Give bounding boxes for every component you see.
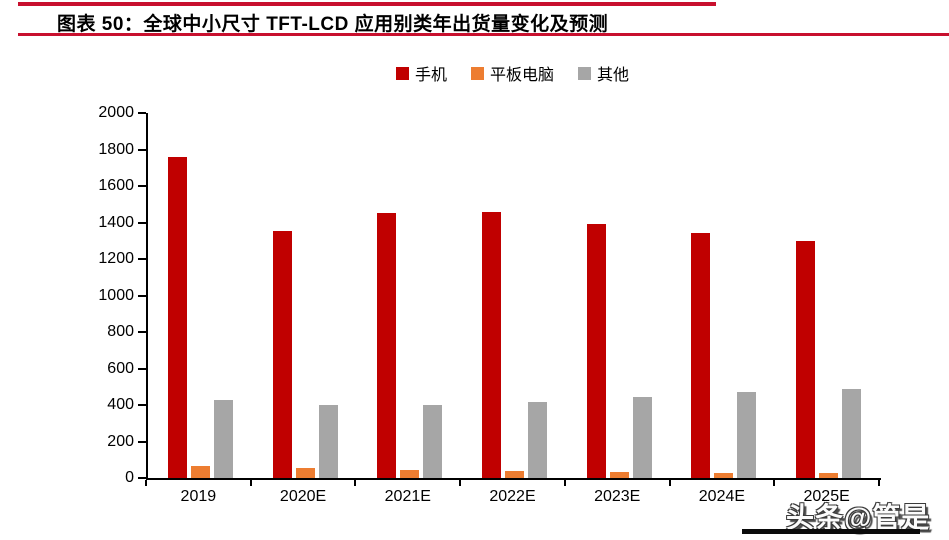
y-tick-mark xyxy=(138,440,146,443)
bar-other-2020E xyxy=(318,405,338,478)
x-tick-label-2019: 2019 xyxy=(180,488,217,505)
bar-group-2022E xyxy=(462,211,567,478)
y-tick-mark xyxy=(138,112,146,114)
legend-label-tablet: 平板电脑 xyxy=(489,67,554,84)
bar-group-2025E xyxy=(776,240,881,478)
legend-item-other: 其他 xyxy=(578,61,629,85)
bar-other-2022E xyxy=(528,402,548,478)
watermark-text: 头条@管是 xyxy=(786,502,931,533)
legend: 手机 平板电脑 其他 xyxy=(146,61,879,85)
y-tick-mark xyxy=(138,331,146,333)
y-tick-label-1400: 1400 xyxy=(98,213,134,231)
bar-other-2025E xyxy=(842,388,862,478)
bar-tablet-2021E xyxy=(400,469,420,478)
x-tick-mark xyxy=(354,480,357,486)
legend-swatch-tablet xyxy=(470,66,484,80)
legend-label-other: 其他 xyxy=(597,67,630,84)
y-tick-mark xyxy=(138,258,146,260)
legend-label-mobile: 手机 xyxy=(414,67,447,84)
y-tick-label-1600: 1600 xyxy=(98,177,134,194)
bar-other-2019 xyxy=(213,400,233,478)
y-tick-label-1800: 1800 xyxy=(98,140,134,158)
y-tick-label-600: 600 xyxy=(107,359,134,377)
y-tick-mark xyxy=(138,404,146,406)
bar-mobile-2020E xyxy=(272,230,292,478)
y-tick-label-2000: 2000 xyxy=(98,104,134,121)
bar-other-2023E xyxy=(632,396,652,478)
x-tick-label-2025E: 2025E xyxy=(803,488,850,505)
bar-mobile-2023E xyxy=(586,224,606,478)
y-tick-mark xyxy=(138,185,146,187)
y-tick-mark xyxy=(138,221,146,224)
legend-item-tablet: 平板电脑 xyxy=(470,61,554,85)
x-tick-label-2021E: 2021E xyxy=(384,488,431,505)
bar-group-2019 xyxy=(148,156,253,478)
x-tick-label-2020E: 2020E xyxy=(279,488,327,505)
title-bottom-rule xyxy=(18,33,949,36)
x-tick-label-2022E: 2022E xyxy=(489,488,536,505)
bar-mobile-2024E xyxy=(691,233,711,478)
bar-group-2023E xyxy=(567,224,672,478)
plot-area xyxy=(146,113,881,480)
bar-tablet-2023E xyxy=(609,471,629,478)
y-tick-mark xyxy=(138,294,146,297)
y-tick-label-400: 400 xyxy=(107,396,134,413)
x-tick-mark xyxy=(459,480,462,486)
x-tick-mark xyxy=(668,480,671,486)
bar-tablet-2020E xyxy=(295,467,315,478)
bar-group-2021E xyxy=(357,213,462,478)
bar-mobile-2025E xyxy=(796,240,816,478)
y-tick-label-800: 800 xyxy=(107,323,134,340)
y-tick-label-1000: 1000 xyxy=(98,286,134,304)
plot-groups xyxy=(148,113,881,478)
x-tick-label-2024E: 2024E xyxy=(698,488,746,505)
x-tick-mark xyxy=(145,480,147,486)
bar-tablet-2022E xyxy=(505,470,525,478)
y-tick-mark xyxy=(138,148,146,151)
y-tick-label-0: 0 xyxy=(125,469,134,486)
bar-tablet-2024E xyxy=(714,472,734,478)
bar-group-2024E xyxy=(672,233,777,478)
bar-mobile-2019 xyxy=(167,156,187,478)
x-tick-mark xyxy=(878,480,880,486)
y-tick-label-1200: 1200 xyxy=(98,250,134,267)
title-top-rule xyxy=(18,2,716,6)
bar-other-2021E xyxy=(423,405,443,478)
x-tick-mark xyxy=(563,480,566,486)
watermark-underline xyxy=(742,529,920,534)
legend-swatch-mobile xyxy=(395,66,409,80)
figure-title: 图表 50：全球中小尺寸 TFT-LCD 应用别类年出货量变化及预测 xyxy=(57,14,609,35)
bar-other-2024E xyxy=(737,392,757,478)
bar-group-2020E xyxy=(253,230,358,478)
legend-swatch-other xyxy=(578,66,591,80)
y-tick-mark xyxy=(138,367,146,370)
y-tick-mark xyxy=(138,477,146,479)
bar-tablet-2025E xyxy=(819,472,839,478)
legend-item-mobile: 手机 xyxy=(395,61,447,85)
y-tick-label-200: 200 xyxy=(107,432,134,450)
x-tick-mark xyxy=(249,480,252,486)
bar-mobile-2021E xyxy=(377,213,397,478)
x-tick-mark xyxy=(773,480,776,486)
x-tick-label-2023E: 2023E xyxy=(594,488,641,505)
bar-tablet-2019 xyxy=(190,466,210,478)
bar-mobile-2022E xyxy=(482,211,502,478)
